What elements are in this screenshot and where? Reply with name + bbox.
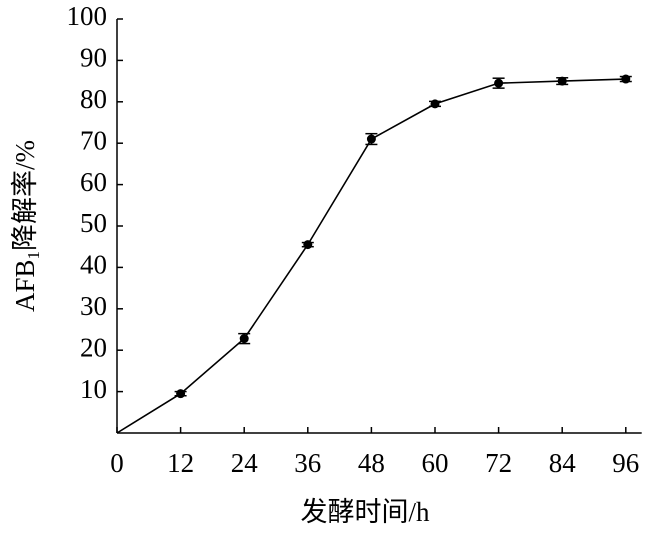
x-tick-label: 48 — [358, 448, 385, 478]
y-tick-label: 20 — [80, 332, 107, 362]
point — [176, 389, 186, 399]
point — [494, 78, 504, 88]
y-tick-label: 100 — [67, 1, 108, 31]
y-tick-label: 90 — [80, 43, 107, 73]
point — [303, 240, 313, 250]
point — [239, 334, 249, 344]
x-tick-label: 24 — [231, 448, 259, 478]
point — [621, 74, 631, 84]
y-tick-label: 60 — [80, 167, 107, 197]
y-tick-label: 50 — [80, 208, 107, 238]
y-tick-label: 80 — [80, 84, 107, 114]
point — [366, 134, 376, 144]
y-label-rest: 降解率/% — [10, 140, 40, 251]
x-tick-label: 84 — [549, 448, 577, 478]
series-line — [116, 78, 626, 434]
x-tick-label: 0 — [110, 448, 124, 478]
y-axis-label: AFB1降解率/% — [10, 140, 43, 312]
x-tick-label: 72 — [485, 448, 512, 478]
x-tick-label: 96 — [612, 448, 639, 478]
y-tick-label: 30 — [80, 291, 107, 321]
point — [430, 99, 440, 109]
y-label-main: AFB — [10, 259, 40, 312]
x-tick-label: 60 — [422, 448, 449, 478]
point — [557, 76, 567, 86]
y-tick-label: 40 — [80, 250, 107, 280]
y-tick-label: 70 — [80, 125, 107, 155]
y-tick-label: 10 — [80, 374, 107, 404]
x-tick-label: 36 — [294, 448, 321, 478]
x-axis-label: 发酵时间/h — [300, 497, 430, 527]
y-label-sub: 1 — [24, 251, 43, 260]
x-tick-label: 12 — [167, 448, 194, 478]
